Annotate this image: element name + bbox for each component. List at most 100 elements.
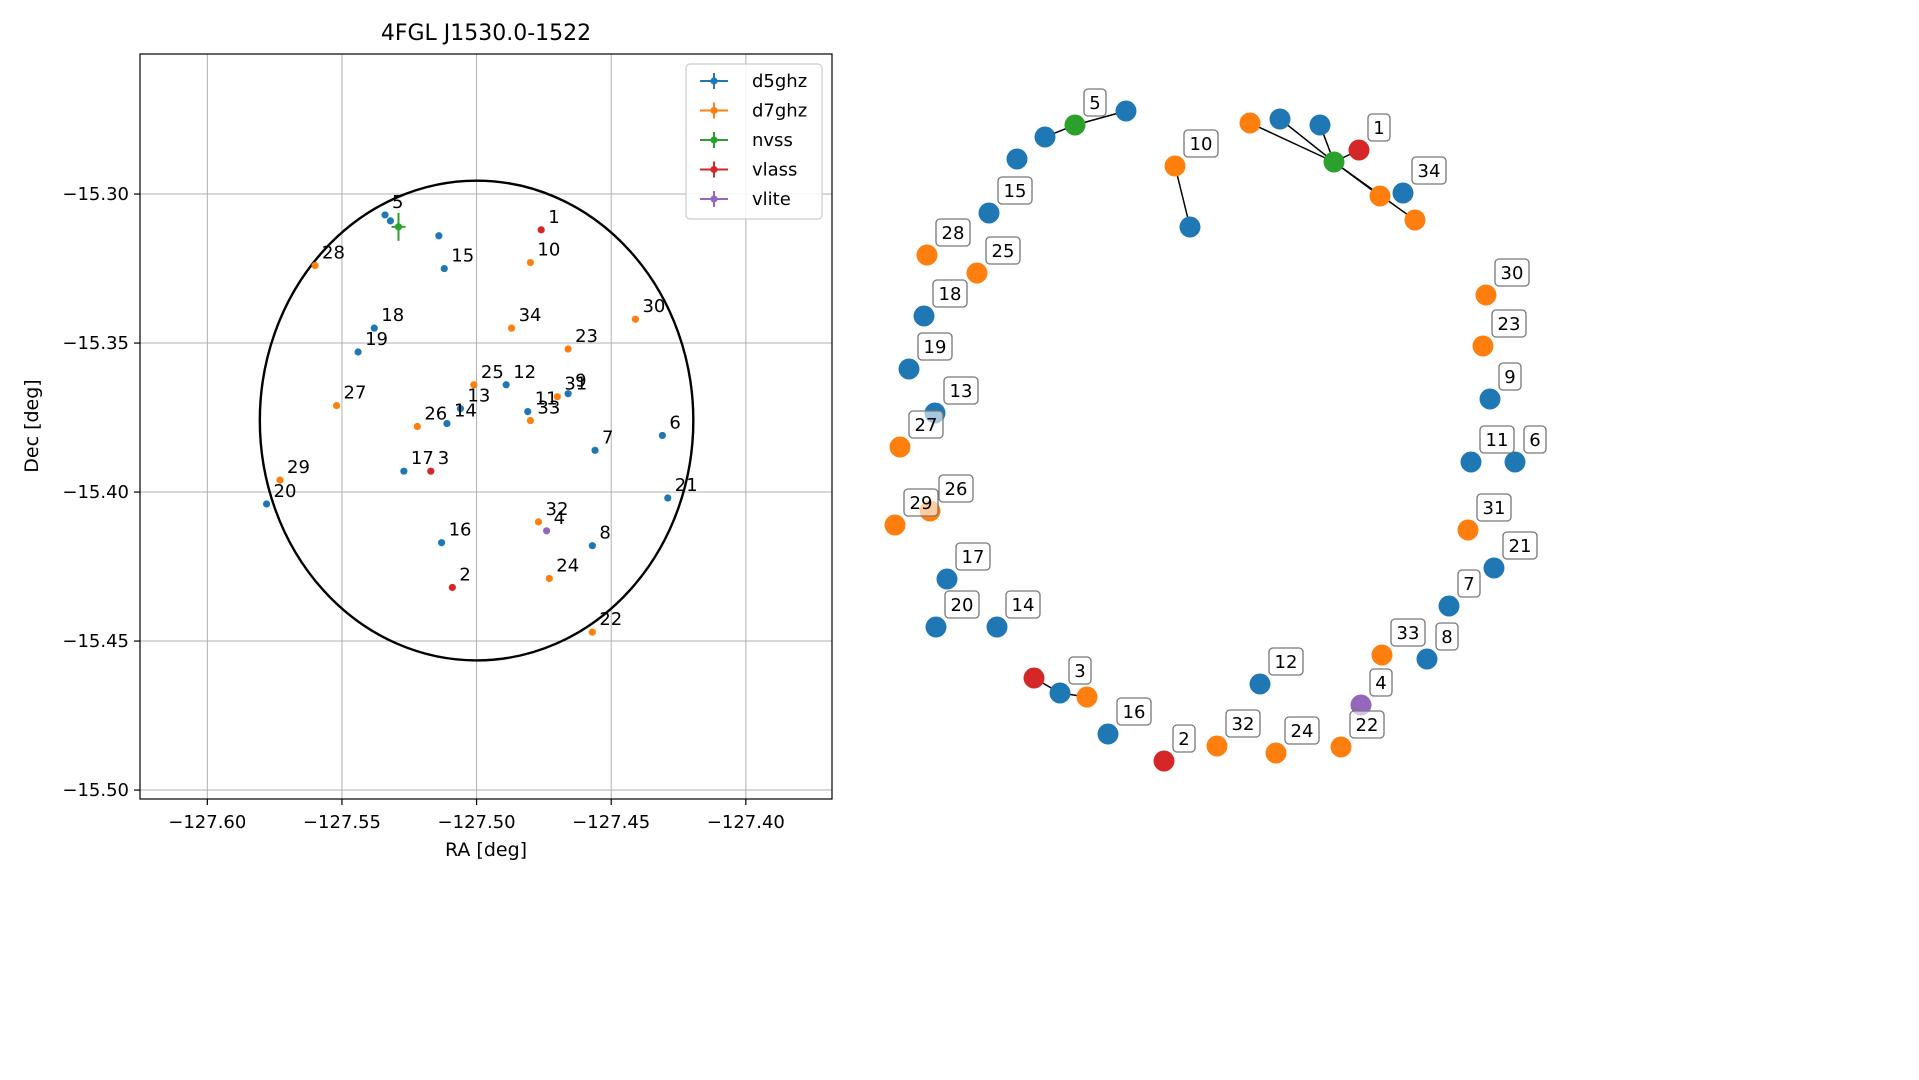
node-label: 8 (1441, 627, 1452, 648)
point-d5ghz (588, 542, 596, 550)
node-label: 5 (1089, 93, 1100, 114)
x-tick-label: −127.60 (168, 812, 246, 833)
search-region (258, 179, 695, 662)
grid-lines (140, 54, 832, 799)
node-label: 23 (1498, 314, 1521, 335)
node-label-box (1435, 622, 1459, 651)
point-label: 28 (322, 243, 345, 264)
graph-node-d5ghz (1049, 682, 1071, 704)
x-tick-label: −127.55 (303, 812, 381, 833)
node-label: 32 (1232, 714, 1255, 735)
point-label: 19 (365, 329, 388, 350)
graph-node-d5ghz (1097, 723, 1119, 745)
node-label: 12 (1275, 652, 1298, 673)
x-tick-label: −127.40 (707, 812, 785, 833)
data-points (262, 211, 672, 636)
graph-nodes (884, 100, 1526, 772)
node-label-box (1284, 716, 1320, 745)
point-d5ghz (400, 467, 408, 475)
legend-label: d7ghz (752, 101, 807, 122)
point-label: 33 (537, 398, 560, 419)
legend-marker (710, 165, 718, 174)
point-label: 20 (274, 481, 297, 502)
graph-node-d5ghz (898, 358, 920, 380)
point-label: 30 (642, 296, 665, 317)
node-label: 11 (1486, 430, 1509, 451)
point-label: 23 (575, 326, 598, 347)
point-label: 7 (602, 427, 613, 448)
point-d5ghz (502, 381, 510, 389)
graph-edges (1033, 110, 1416, 698)
x-tick-label: −127.50 (438, 812, 516, 833)
node-label: 26 (945, 479, 968, 500)
point-label: 27 (344, 383, 367, 404)
node-label-box (997, 176, 1033, 205)
graph-node-d7ghz (1457, 519, 1479, 541)
node-label-box (938, 474, 974, 503)
point-d5ghz (435, 232, 443, 240)
graph-node-d7ghz (916, 244, 938, 266)
point-label: 1 (548, 207, 559, 228)
node-label-box (955, 542, 991, 571)
graph-node-d5ghz (1438, 595, 1460, 617)
node-label-box (1476, 493, 1512, 522)
graph-node-d5ghz (1034, 126, 1056, 148)
point-label: 11 (535, 389, 558, 410)
node-label: 16 (1123, 702, 1146, 723)
node-label: 3 (1074, 661, 1085, 682)
node-label-box (1491, 309, 1527, 338)
point-d7ghz (413, 422, 421, 431)
point-d5ghz (370, 324, 378, 332)
node-label-box (1116, 697, 1152, 726)
sky-plot-panel: 4FGL J1530.0-1522 5151819121314119671720… (21, 21, 833, 861)
point-label: 13 (467, 386, 490, 407)
point-label: 16 (449, 520, 472, 541)
node-label-box (1390, 618, 1426, 647)
node-label-box (985, 236, 1021, 265)
graph-node-d7ghz (1206, 735, 1228, 757)
graph-node-d5ghz (925, 616, 947, 638)
legend-label: nvss (752, 130, 793, 151)
node-label-box (932, 279, 968, 308)
point-label: 5 (392, 192, 403, 213)
graph-node-d7ghz (884, 514, 906, 536)
y-tick-label: −15.30 (62, 184, 129, 205)
point-d7ghz (526, 416, 535, 425)
point-vlass (537, 226, 545, 234)
point-label: 10 (537, 240, 560, 261)
node-label: 34 (1418, 161, 1441, 182)
node-label-box (943, 376, 979, 405)
y-axis-ticks: −15.30 −15.35 −15.40 −15.45 −15.50 (62, 184, 140, 801)
node-label: 10 (1190, 134, 1213, 155)
graph-node-d7ghz (1371, 644, 1393, 666)
node-label-box (1268, 647, 1304, 676)
node-label-box (1068, 656, 1092, 685)
graph-node-d5ghz (1460, 451, 1482, 473)
graph-node-d5ghz (1115, 100, 1137, 122)
node-label: 33 (1397, 623, 1420, 644)
graph-edge (1249, 122, 1335, 163)
point-label: 8 (599, 523, 610, 544)
graph-node-d5ghz (1006, 148, 1028, 170)
point-label: 12 (513, 362, 536, 383)
node-label-box (1183, 129, 1219, 158)
point-d5ghz (443, 419, 451, 428)
point-label: 34 (519, 305, 542, 326)
graph-node-d7ghz (1330, 736, 1352, 758)
y-tick-label: −15.40 (62, 482, 129, 503)
node-label: 31 (1483, 498, 1506, 519)
node-label-box (1172, 724, 1196, 753)
node-label: 29 (910, 493, 933, 514)
point-nvss (394, 223, 403, 231)
legend-marker (710, 106, 718, 115)
point-d5ghz (440, 264, 448, 273)
node-label: 1 (1373, 118, 1384, 139)
graph-node-d5ghz (913, 305, 935, 327)
point-label: 25 (481, 362, 504, 383)
point-d5ghz (664, 494, 672, 502)
y-tick-label: −15.35 (62, 333, 129, 354)
point-d7ghz (588, 628, 596, 636)
node-label: 20 (951, 595, 974, 616)
point-d5ghz (386, 217, 395, 225)
